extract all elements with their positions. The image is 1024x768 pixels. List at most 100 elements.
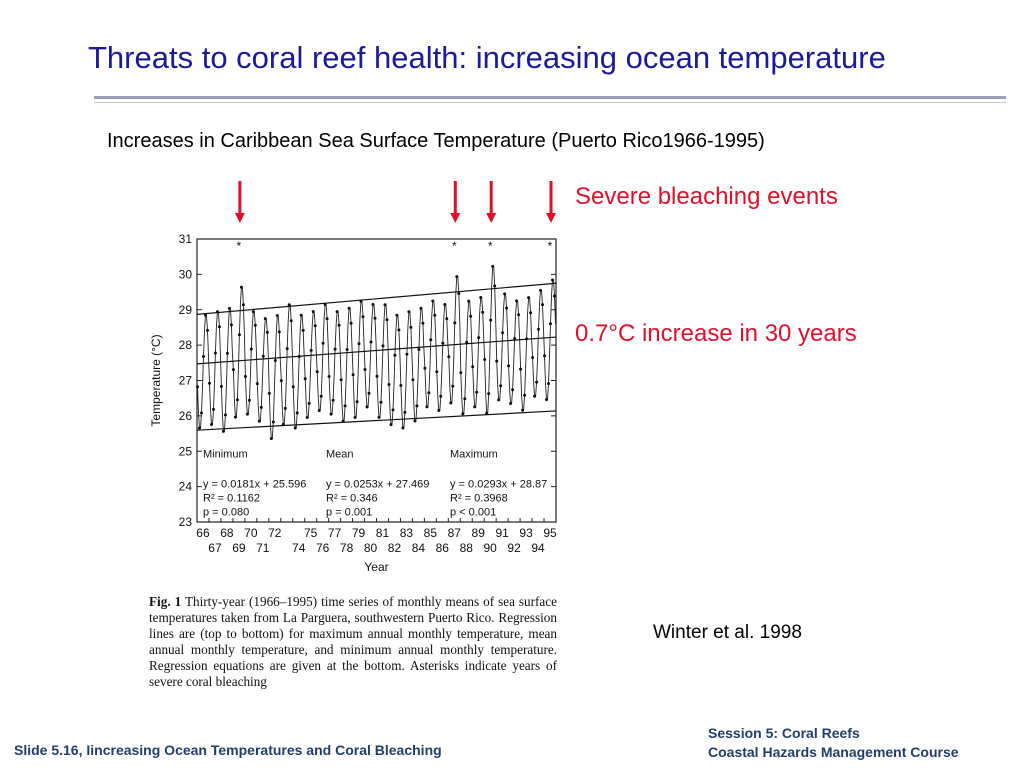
monthly-sst-point	[307, 401, 311, 405]
monthly-sst-point	[463, 397, 467, 401]
monthly-sst-point	[355, 400, 359, 404]
monthly-sst-point	[223, 413, 227, 417]
y-tick-label: 26	[179, 409, 193, 423]
monthly-sst-point	[477, 336, 481, 340]
monthly-sst-point	[357, 342, 361, 346]
bleaching-arrow-head	[450, 213, 461, 223]
monthly-sst-point	[503, 292, 507, 296]
monthly-sst-point	[241, 303, 245, 307]
figure-caption-label: Fig. 1	[149, 594, 182, 609]
monthly-sst-point	[467, 299, 471, 303]
monthly-sst-point	[273, 359, 277, 362]
monthly-sst-point	[373, 316, 377, 320]
monthly-sst-point	[363, 368, 367, 371]
monthly-sst-point	[365, 405, 369, 409]
monthly-sst-point	[200, 411, 203, 415]
bleaching-asterisk: *	[237, 239, 242, 253]
regression-line-maximum	[196, 282, 557, 315]
monthly-sst-point	[291, 385, 295, 389]
monthly-sst-point	[375, 374, 379, 378]
monthly-sst-point	[381, 344, 385, 348]
x-tick-label: 75	[304, 526, 318, 540]
monthly-sst-point	[497, 398, 501, 402]
monthly-sst-point	[267, 391, 271, 395]
regression-equation: y = 0.0293x + 28.87	[450, 479, 547, 491]
monthly-sst-point	[405, 352, 409, 356]
x-tick-label: 87	[448, 526, 462, 540]
monthly-sst-point	[343, 404, 347, 408]
monthly-sst-point	[221, 429, 225, 433]
regression-p: p = 0.001	[326, 507, 372, 519]
footer-course-label: Session 5: Coral Reefs Coastal Hazards M…	[708, 724, 959, 762]
monthly-sst-point	[421, 321, 425, 325]
regression-equation: y = 0.0253x + 27.469	[326, 479, 429, 491]
monthly-sst-point	[519, 367, 523, 371]
monthly-sst-point	[441, 341, 445, 345]
monthly-sst-point	[383, 303, 387, 307]
footer-course: Coastal Hazards Management Course	[708, 744, 959, 760]
monthly-sst-point	[487, 392, 491, 396]
regression-name: Maximum	[450, 448, 498, 460]
bleaching-arrow-head	[486, 213, 497, 223]
regression-equation: y = 0.0181x + 25.596	[203, 479, 306, 491]
monthly-sst-point	[479, 296, 483, 299]
monthly-sst-point	[257, 419, 261, 423]
monthly-sst-point	[409, 325, 413, 329]
monthly-sst-point	[403, 410, 407, 414]
monthly-sst-point	[349, 321, 353, 325]
y-tick-label: 29	[179, 303, 193, 317]
slide-title: Threats to coral reef health: increasing…	[88, 40, 886, 75]
monthly-sst-point	[293, 426, 297, 430]
x-tick-label: 68	[220, 526, 234, 540]
monthly-sst-point	[437, 409, 441, 412]
monthly-sst-point	[435, 370, 439, 374]
monthly-sst-point	[309, 348, 313, 352]
bleaching-annotation: Severe bleaching events	[575, 183, 838, 210]
monthly-sst-point	[521, 408, 525, 412]
monthly-sst-point	[473, 405, 477, 409]
monthly-sst-point	[315, 370, 319, 374]
bleaching-arrows	[234, 181, 557, 223]
x-tick-label: 86	[436, 541, 450, 555]
monthly-sst-point	[225, 351, 229, 355]
x-tick-label: 89	[472, 526, 486, 540]
y-tick-label: 31	[179, 232, 193, 246]
monthly-sst-point	[391, 408, 395, 412]
monthly-sst-point	[513, 337, 517, 340]
monthly-sst-point	[287, 303, 291, 307]
monthly-sst-point	[429, 338, 433, 342]
y-tick-label: 25	[179, 444, 193, 458]
regression-r2: R² = 0.346	[326, 493, 378, 505]
monthly-sst-point	[423, 366, 427, 370]
monthly-sst-point	[469, 314, 473, 318]
regression-r2: R² = 0.3968	[450, 493, 508, 505]
monthly-sst-point	[501, 331, 505, 335]
monthly-sst-point	[317, 409, 321, 412]
x-tick-label: 74	[292, 541, 306, 555]
monthly-sst-point	[411, 378, 415, 382]
regression-name: Mean	[326, 448, 354, 460]
x-tick-label: 67	[208, 541, 222, 555]
monthly-sst-point	[351, 373, 355, 377]
monthly-sst-point	[459, 371, 463, 375]
x-tick-label: 93	[519, 526, 533, 540]
monthly-sst-point	[347, 306, 351, 310]
x-tick-label: 94	[531, 541, 545, 555]
monthly-sst-point	[397, 328, 401, 332]
monthly-sst-point	[395, 313, 399, 317]
regression-name: Minimum	[203, 448, 248, 460]
monthly-sst-point	[335, 310, 339, 314]
monthly-sst-point	[249, 347, 253, 351]
monthly-sst-point	[305, 416, 309, 419]
bleaching-asterisk: *	[548, 239, 553, 253]
monthly-sst-point	[507, 364, 511, 368]
monthly-sst-point	[212, 407, 215, 411]
monthly-sst-point	[367, 391, 371, 395]
x-tick-label: 70	[244, 526, 258, 540]
monthly-sst-point	[433, 313, 437, 317]
monthly-sst-point	[447, 355, 451, 359]
x-tick-label: 71	[256, 541, 270, 555]
monthly-sst-point	[206, 328, 209, 332]
monthly-sst-point	[361, 315, 365, 319]
monthly-sst-point	[443, 303, 447, 306]
